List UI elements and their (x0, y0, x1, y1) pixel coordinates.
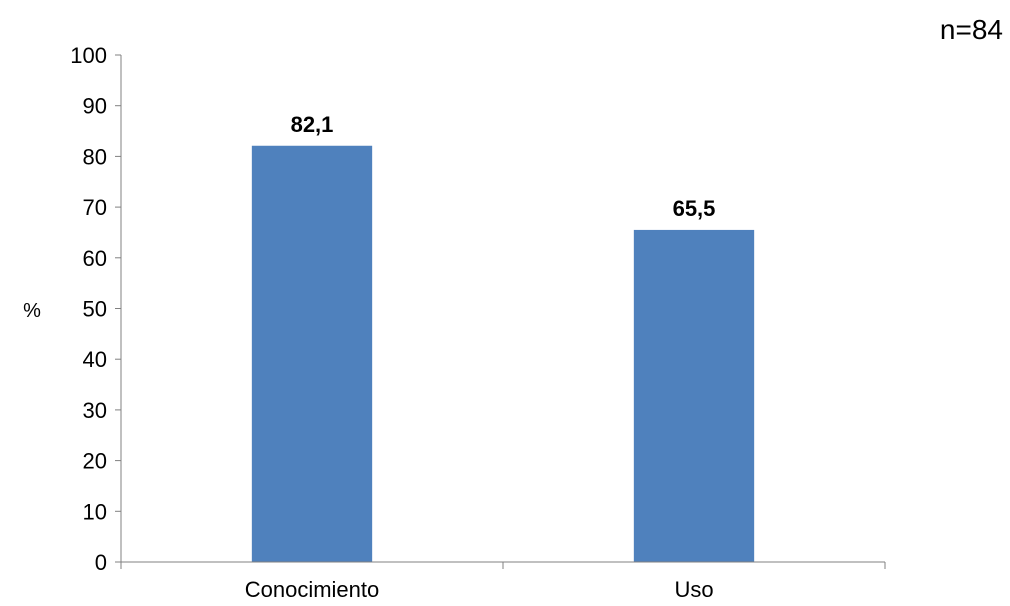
x-axis: Conocimiento Uso (120, 561, 886, 602)
y-tick-label: 100 (70, 43, 107, 68)
y-tick-label: 80 (83, 144, 107, 169)
data-label: 82,1 (291, 112, 334, 137)
y-tick-label: 70 (83, 195, 107, 220)
bar-conocimiento (251, 145, 373, 563)
y-tick-label: 90 (83, 94, 107, 119)
x-category-label: Conocimiento (245, 577, 380, 602)
y-tick-label: 10 (83, 499, 107, 524)
y-axis-label: % (23, 300, 41, 322)
y-tick-label: 0 (95, 550, 107, 575)
y-tick-label: 60 (83, 246, 107, 271)
y-tick-label: 40 (83, 347, 107, 372)
x-category-label: Uso (674, 577, 713, 602)
bar-uso (633, 229, 755, 563)
sample-size-annotation: n=84 (940, 14, 1003, 45)
y-tick-label: 20 (83, 449, 107, 474)
bars-group: 82,1 65,5 (251, 112, 755, 563)
y-axis: 0 10 20 30 40 50 60 70 80 90 100 (70, 43, 122, 575)
data-label: 65,5 (673, 196, 716, 221)
y-tick-label: 50 (83, 297, 107, 322)
y-tick-label: 30 (83, 398, 107, 423)
